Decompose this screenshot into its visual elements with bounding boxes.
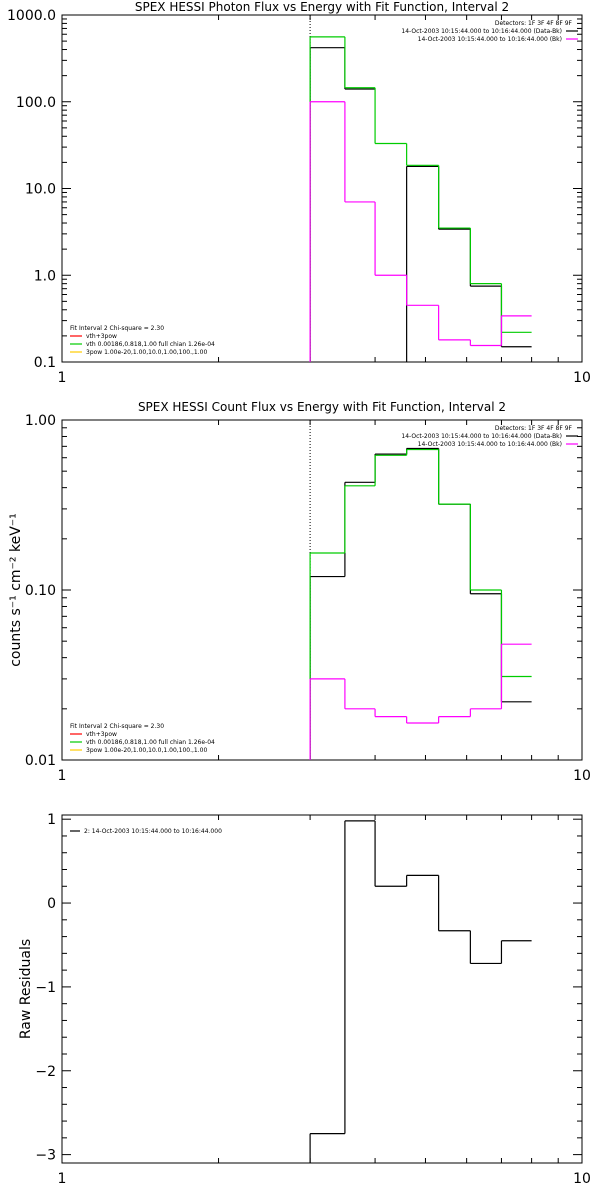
y-axis-label: Raw Residuals: [18, 939, 34, 1039]
x-tick-label: 1: [58, 370, 67, 386]
y-tick-label: 1.00: [25, 413, 56, 429]
series-3: [309, 643, 532, 760]
legend-entry: 14-Oct-2003 10:15:44.000 to 10:16:44.000…: [418, 36, 562, 43]
y-tick-label: 100.0: [16, 95, 56, 111]
y-tick-label: 0.01: [25, 753, 56, 769]
plot-frame: [61, 419, 583, 761]
legend-header: Fit Interval 2 Chi-square = 2.30: [70, 325, 164, 332]
x-tick-label: 10: [573, 370, 591, 386]
legend-header: Detectors: 1F 3F 4F 8F 9F: [495, 425, 573, 432]
legend-entry: vth+3pow: [86, 731, 117, 738]
legend-top: 2: 14-Oct-2003 10:15:44.000 to 10:16:44.…: [70, 828, 222, 835]
series-1: [309, 447, 532, 760]
chart-panel-3: 1 10 −3 −2 −1 0 1 Raw Residuals 2: 14-Oct-2003 1…: [18, 812, 591, 1187]
y-axis-label: counts s⁻¹ cm⁻² keV⁻¹: [8, 513, 24, 667]
y-tick-label: 1.0: [34, 268, 56, 284]
y-tick-label: 0.1: [34, 355, 56, 371]
legend-header: Fit Interval 2 Chi-square = 2.30: [70, 723, 164, 730]
plot-frame: [61, 814, 583, 1164]
y-tick-label: 0.10: [25, 583, 56, 599]
legend-bottom: Fit Interval 2 Chi-square = 2.30vth+3pow…: [70, 325, 215, 356]
y-tick-label: 10.0: [25, 182, 56, 198]
y-tick-label: −1: [35, 980, 56, 996]
y-tick-label: 1: [47, 812, 56, 828]
legend-entry: 14-Oct-2003 10:15:44.000 to 10:16:44.000…: [401, 28, 562, 35]
series-2: [309, 36, 532, 362]
legend-entry: vth+3pow: [86, 333, 117, 340]
x-tick-label: 1: [58, 768, 67, 784]
y-tick-label: 1000.0: [7, 8, 56, 24]
chart-panel-2: SPEX HESSI Count Flux vs Energy with Fit…: [8, 400, 591, 784]
legend-entry: 14-Oct-2003 10:15:44.000 to 10:16:44.000…: [418, 441, 562, 448]
chart-title: SPEX HESSI Photon Flux vs Energy with Fi…: [135, 0, 509, 14]
legend-entry: 3pow 1.00e-20,1.00,10.0,1.00,100.,1.00: [86, 349, 207, 356]
chart-title: SPEX HESSI Count Flux vs Energy with Fit…: [138, 400, 506, 414]
x-tick-label: 10: [573, 768, 591, 784]
plot-frame: [61, 14, 583, 363]
y-tick-label: −2: [35, 1064, 56, 1080]
legend-header: Detectors: 1F 3F 4F 8F 9F: [495, 20, 573, 27]
series-3: [309, 101, 532, 362]
legend-entry: 2: 14-Oct-2003 10:15:44.000 to 10:16:44.…: [84, 828, 222, 835]
series-2: [309, 448, 532, 760]
legend-entry: vth 0.00186,0.818,1.00 full chian 1.26e-…: [86, 739, 215, 746]
legend-entry: 14-Oct-2003 10:15:44.000 to 10:16:44.000…: [401, 433, 562, 440]
chart-panel-1: SPEX HESSI Photon Flux vs Energy with Fi…: [7, 0, 591, 386]
legend-entry: 3pow 1.00e-20,1.00,10.0,1.00,100.,1.00: [86, 747, 207, 754]
x-tick-label: 10: [573, 1171, 591, 1187]
x-tick-label: 1: [58, 1171, 67, 1187]
legend-bottom: Fit Interval 2 Chi-square = 2.30vth+3pow…: [70, 723, 215, 754]
legend-entry: vth 0.00186,0.818,1.00 full chian 1.26e-…: [86, 341, 215, 348]
y-tick-label: −3: [35, 1148, 56, 1164]
y-tick-label: 0: [47, 896, 56, 912]
series-1: [309, 47, 532, 362]
series-1: [309, 820, 532, 1163]
